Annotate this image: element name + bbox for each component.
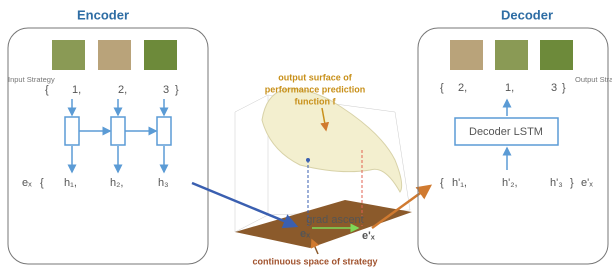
brace: { [440, 82, 444, 94]
hidden: h'₁, [452, 177, 467, 189]
cat-image [52, 40, 85, 70]
deer-image [540, 40, 573, 70]
decoder-title: Decoder [501, 7, 553, 22]
surface-label-line: performance prediction [265, 84, 366, 94]
hidden: h₃ [158, 177, 169, 189]
surface-label-line: output surface of [278, 72, 353, 82]
embedding: eₓ [22, 177, 32, 189]
start-label: eₓ [300, 228, 311, 240]
hidden: h₁, [64, 177, 77, 189]
strategy: 2, [118, 84, 127, 96]
brace: { [40, 177, 44, 189]
surface-label-line: function f [295, 96, 337, 106]
brace: { [440, 177, 444, 189]
strategy: 2, [458, 82, 467, 94]
space-label: continuous space of strategy [252, 256, 377, 266]
input-label: Input Strategy [8, 75, 55, 84]
brace: { [45, 84, 49, 96]
lstm-label: Decoder LSTM [469, 126, 543, 138]
strategy: 3 [163, 84, 169, 96]
point [306, 158, 310, 162]
strategy: 1, [72, 84, 81, 96]
deer-image [144, 40, 177, 70]
brace: } [562, 82, 566, 94]
dog-image [450, 40, 483, 70]
strategy: 3 [551, 82, 557, 94]
hidden: h'₂, [502, 177, 518, 189]
grad-label: grad ascent [306, 214, 363, 226]
hidden: h'₃ [550, 177, 563, 189]
cat-image [495, 40, 528, 70]
strategy: 1, [505, 82, 514, 94]
embedding: e'ₓ [581, 177, 593, 189]
dog-image [98, 40, 131, 70]
end-label: e'ₓ [362, 230, 376, 242]
output-label: Output Strategy [575, 75, 612, 84]
diagram: Encoder Input Strategy { 1, 2, 3 } eₓ { … [0, 0, 612, 269]
brace: } [570, 177, 574, 189]
brace: } [175, 84, 179, 96]
hidden: h₂, [110, 177, 123, 189]
encoder-title: Encoder [77, 7, 129, 22]
